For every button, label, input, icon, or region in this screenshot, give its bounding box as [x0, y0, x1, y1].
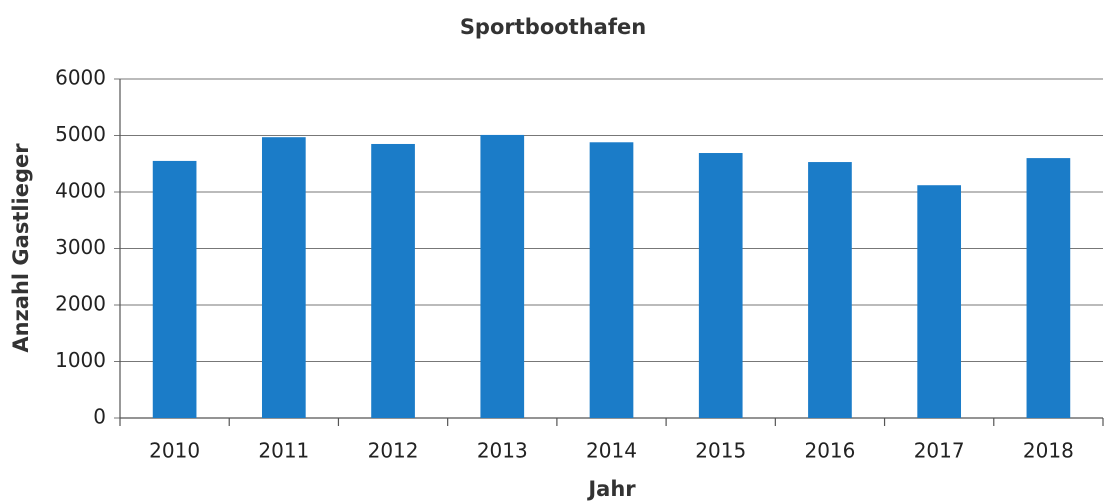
bar: [589, 142, 634, 418]
x-tick-label: 2016: [804, 439, 855, 463]
y-tick-label: 0: [93, 405, 106, 429]
bar: [808, 162, 852, 418]
bar: [698, 153, 743, 418]
bar: [1026, 158, 1071, 418]
bar: [480, 134, 525, 418]
x-tick-label: 2012: [368, 439, 419, 463]
x-axis-title: Jahr: [586, 477, 636, 501]
bar: [371, 143, 415, 418]
y-tick-label: 1000: [55, 348, 106, 372]
x-tick-label: 2010: [149, 439, 200, 463]
x-tick-label: 2011: [258, 439, 309, 463]
bar: [917, 185, 962, 418]
x-tick-label: 2014: [586, 439, 637, 463]
y-axis-title: Anzahl Gastlieger: [9, 143, 33, 353]
y-tick-label: 5000: [55, 122, 106, 146]
y-tick-label: 4000: [55, 179, 106, 203]
x-tick-label: 2013: [477, 439, 528, 463]
y-tick-label: 2000: [55, 292, 106, 316]
y-tick-label: 6000: [55, 66, 106, 90]
y-tick-label: 3000: [55, 235, 106, 259]
x-tick-label: 2017: [914, 439, 965, 463]
x-tick-label: 2015: [695, 439, 746, 463]
chart-title: Sportboothafen: [460, 15, 646, 39]
x-tick-label: 2018: [1023, 439, 1074, 463]
bar: [261, 137, 306, 418]
bar: [152, 160, 197, 419]
